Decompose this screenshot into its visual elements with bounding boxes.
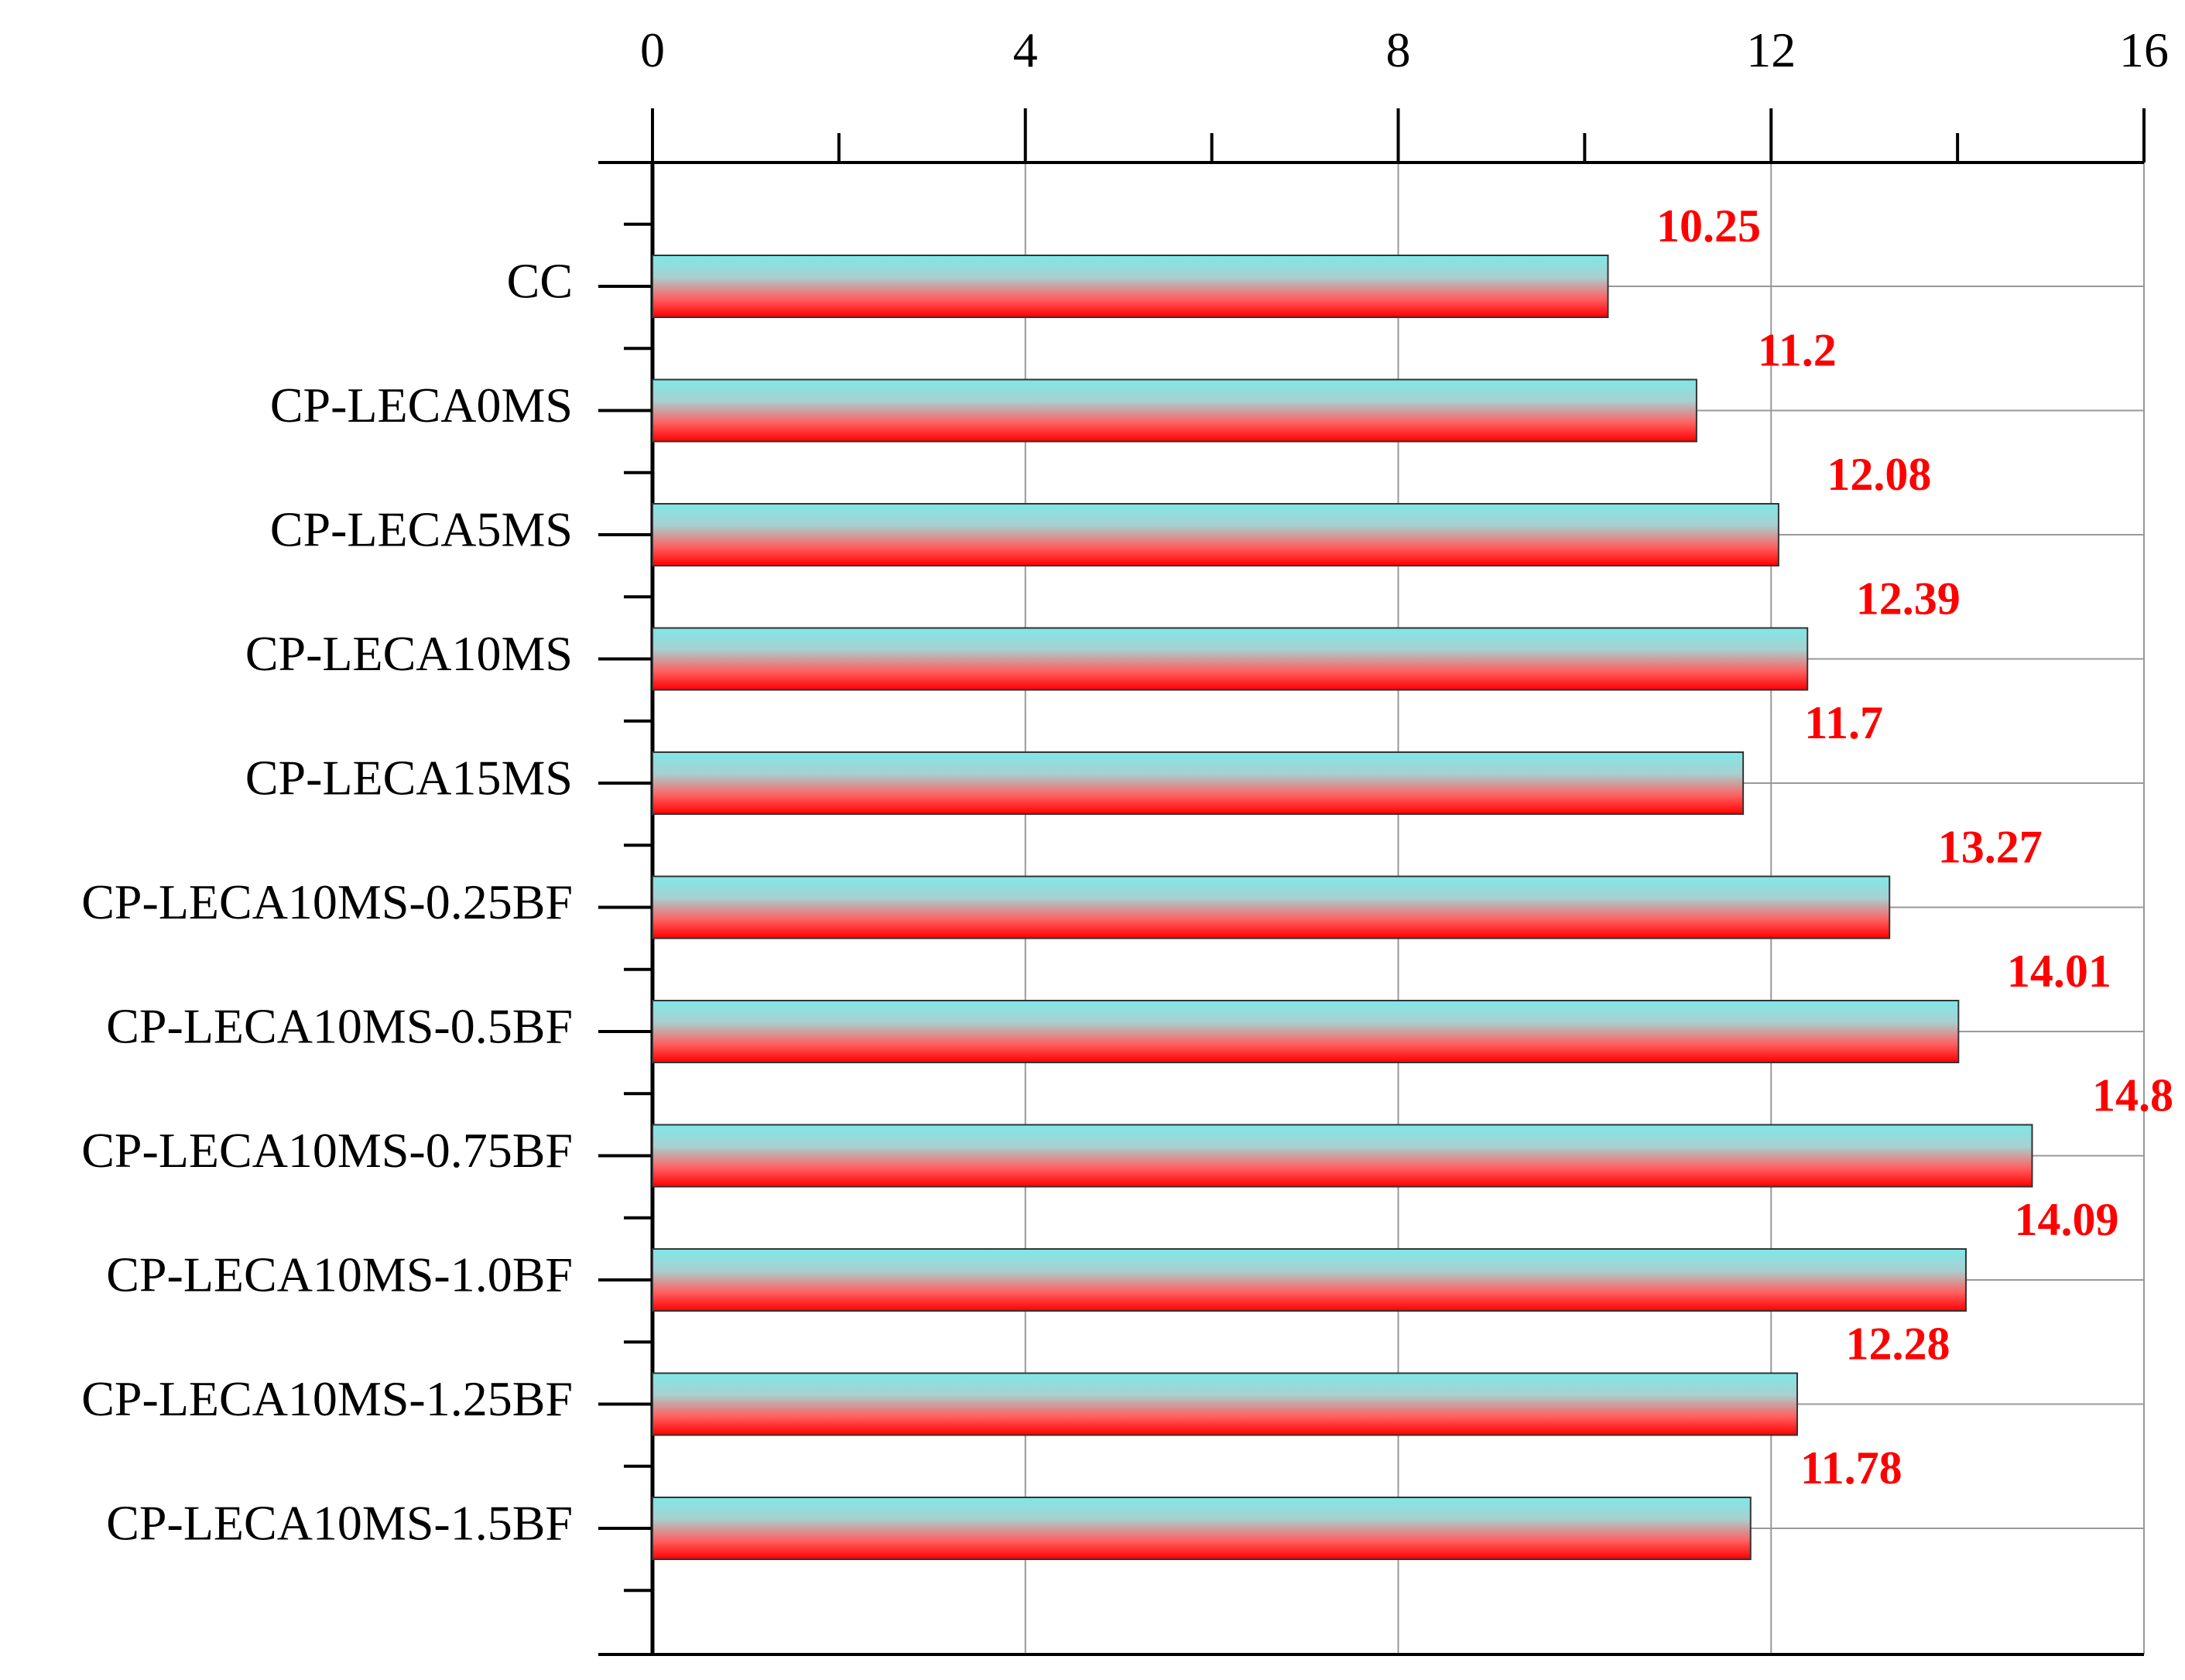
bar [652, 875, 1891, 939]
data-label: 11.78 [1800, 1442, 1902, 1494]
x-tick-label: 16 [2119, 22, 2169, 77]
category-label: CP-LECA0MS [270, 378, 573, 433]
x-tick-label: 4 [1013, 22, 1038, 77]
category-label: CP-LECA10MS-1.5BF [106, 1496, 573, 1551]
bar [652, 1372, 1798, 1436]
labels: 0 4 8 12 16 CC 10.25 CP-LECA0MS 11.2 CP-LECA5MS 12… [81, 22, 2173, 1551]
x-tick-label: 8 [1386, 22, 1411, 77]
category-label: CP-LECA5MS [270, 502, 573, 557]
data-label: 12.39 [1856, 573, 1961, 624]
data-label: 14.09 [2014, 1194, 2118, 1245]
bar [652, 1124, 2033, 1188]
bar [652, 1000, 1960, 1063]
bar [652, 1248, 1967, 1312]
data-label: 14.01 [2007, 946, 2111, 997]
data-label: 13.27 [1938, 822, 2043, 873]
category-label: CC [507, 254, 573, 309]
bar [652, 503, 1779, 566]
category-label: CP-LECA10MS-0.5BF [106, 999, 573, 1054]
category-label: CP-LECA10MS-0.25BF [81, 874, 573, 929]
bar [652, 1497, 1752, 1560]
category-label: CP-LECA10MS [245, 626, 573, 681]
data-label: 11.2 [1758, 325, 1837, 376]
data-label: 12.28 [1845, 1319, 1950, 1370]
category-label: CP-LECA10MS-0.75BF [81, 1123, 573, 1178]
bar [652, 255, 1609, 318]
bars [652, 255, 2033, 1560]
category-label: CP-LECA10MS-1.0BF [106, 1247, 573, 1302]
category-label: CP-LECA15MS [245, 751, 573, 806]
bar [652, 751, 1745, 815]
bar [652, 627, 1809, 691]
data-label: 14.8 [2092, 1070, 2173, 1121]
bar [652, 378, 1697, 443]
data-label: 10.25 [1656, 200, 1761, 251]
data-label: 11.7 [1804, 697, 1883, 748]
data-label: 12.08 [1827, 449, 1931, 500]
category-label: CP-LECA10MS-1.25BF [81, 1371, 573, 1426]
x-tick-label: 0 [640, 22, 665, 77]
x-tick-label: 12 [1746, 22, 1796, 77]
